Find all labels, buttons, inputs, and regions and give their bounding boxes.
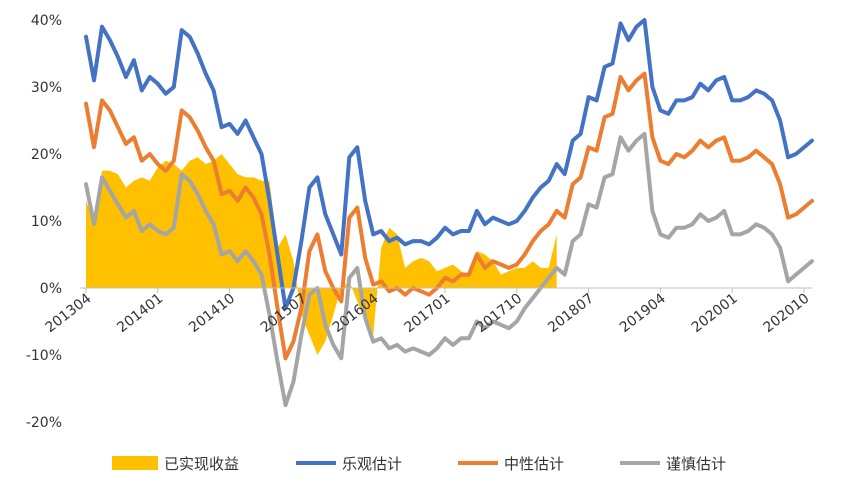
y-tick-label: 10%: [31, 214, 62, 230]
legend-label: 乐观估计: [342, 455, 402, 473]
series-line-1: [84, 18, 814, 311]
y-tick-label: 20%: [31, 147, 62, 163]
y-tick-label: 30%: [31, 80, 62, 96]
plot-area: [84, 18, 814, 408]
y-tick-label: 40%: [31, 13, 62, 29]
series-line-2: [84, 71, 814, 361]
series-line-3: [84, 131, 814, 408]
legend: 已实现收益 乐观估计 中性估计 谨慎估计: [112, 455, 726, 473]
legend-swatch: [112, 456, 158, 470]
y-tick-label: -20%: [26, 415, 62, 431]
y-axis: -20% -10% 0% 10% 20% 30% 40%: [26, 13, 62, 431]
y-tick-label: 0%: [40, 281, 62, 297]
legend-label: 谨慎估计: [666, 455, 726, 473]
y-tick-label: -10%: [26, 348, 62, 364]
legend-label: 已实现收益: [164, 455, 239, 473]
legend-label: 中性估计: [504, 455, 564, 473]
